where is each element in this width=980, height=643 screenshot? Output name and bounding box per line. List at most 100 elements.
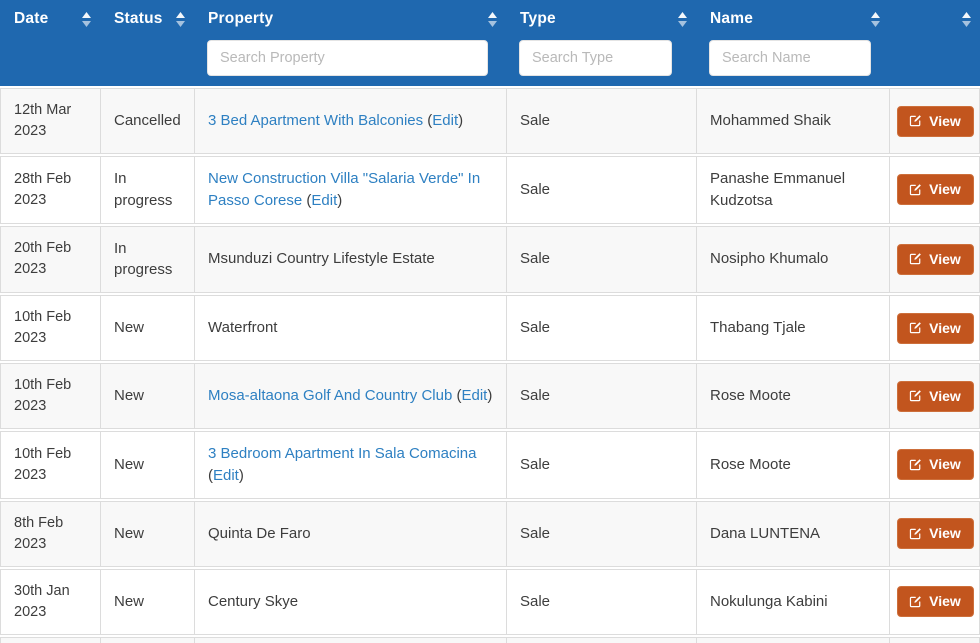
column-header-type[interactable]: Type [506, 7, 696, 31]
status-cell: In progress [101, 226, 195, 293]
view-button[interactable]: View [897, 586, 974, 618]
type-value: Sale [520, 250, 551, 268]
action-cell: View [890, 157, 980, 223]
name-value: Nokulunga Kabini [710, 592, 828, 610]
status-cell: New [101, 501, 195, 566]
property-cell: Msunduzi Country Lifestyle Estate [195, 226, 507, 293]
view-button[interactable]: View [897, 243, 974, 275]
type-cell: Sale [507, 569, 697, 634]
property-cell: Century Skye [195, 569, 507, 634]
date-cell: 10th Feb 2023 [1, 432, 101, 498]
action-cell: View [890, 364, 980, 428]
edit-pencil-icon [910, 527, 922, 539]
date-cell: 28th Feb 2023 [1, 157, 101, 223]
property-cell: 3 Bed Apartment With Balconies (Edit) [195, 89, 507, 154]
type-value: Sale [520, 592, 551, 610]
sort-icon[interactable] [488, 12, 497, 27]
sort-icon[interactable] [176, 12, 185, 27]
search-property-input[interactable] [207, 40, 488, 76]
edit-wrap: (Edit) [452, 387, 493, 405]
property-cell: 3 Bedroom Apartment In Sala Comacina (Ed… [195, 432, 507, 498]
property-link[interactable]: Msunduzi Country Lifestyle Estate [208, 250, 435, 268]
property-link[interactable]: Quinta De Faro [208, 524, 311, 542]
table-header: Date Status Property Type [0, 0, 980, 86]
name-cell: Thabang Tjale [697, 296, 890, 361]
date-value: 20th Feb 2023 [14, 240, 72, 278]
edit-pencil-icon [910, 115, 922, 127]
property-link[interactable]: Century Skye [208, 592, 299, 610]
column-label: Property [208, 10, 274, 27]
type-cell: Sale [507, 501, 697, 566]
view-button-label: View [929, 387, 961, 404]
table-row: 10th Feb 2023 New Mosa-altaona Golf And … [0, 363, 980, 430]
name-cell: Mohammed Shaik [697, 89, 890, 154]
view-button[interactable]: View [897, 380, 974, 412]
name-cell: Rose Moote [697, 432, 890, 498]
column-header-property[interactable]: Property [194, 7, 506, 31]
column-header-actions[interactable] [889, 7, 980, 31]
property-cell: Quinta De Faro [195, 501, 507, 566]
column-label: Date [14, 10, 49, 27]
name-value: Nosipho Khumalo [710, 250, 829, 268]
sort-icon[interactable] [678, 12, 687, 27]
view-button[interactable]: View [897, 449, 974, 481]
view-button-label: View [929, 319, 961, 336]
property-link[interactable]: 3 Bed Apartment With Balconies [208, 112, 424, 130]
view-button-label: View [929, 250, 961, 267]
table-row: 8th Feb 2023 New Quinta De Faro Sale Dan… [0, 500, 980, 567]
type-cell: Sale [507, 89, 697, 154]
name-value: Thabang Tjale [710, 319, 806, 337]
view-button[interactable]: View [897, 518, 974, 550]
status-cell: New [101, 296, 195, 361]
sort-icon[interactable] [871, 12, 880, 27]
view-button[interactable]: View [897, 312, 974, 344]
column-header-date[interactable]: Date [0, 7, 100, 31]
date-value: 10th Feb 2023 [14, 445, 72, 483]
edit-pencil-icon [910, 253, 922, 265]
status-cell: New [101, 569, 195, 634]
sort-icon[interactable] [82, 12, 91, 27]
name-cell: Nokulunga Kabini [697, 569, 890, 634]
edit-link[interactable]: Edit [432, 112, 459, 130]
name-cell: Rose Moote [697, 364, 890, 429]
edit-link[interactable]: Edit [213, 466, 239, 484]
edit-wrap: (Edit) [302, 191, 343, 209]
property-cell: Mosa-altaona Golf And Country Club (Edit… [195, 364, 507, 429]
property-link[interactable]: 3 Bedroom Apartment In Sala Comacina [208, 445, 477, 463]
status-value: New [114, 455, 145, 473]
edit-link[interactable]: Edit [461, 387, 488, 405]
property-link[interactable]: Waterfront [208, 319, 278, 337]
type-cell: Sale [507, 226, 697, 293]
search-type-input[interactable] [519, 40, 672, 76]
edit-pencil-icon [910, 390, 922, 402]
table-row: 30th Jan 2023 New Century Skye Sale Noku… [0, 568, 980, 635]
action-cell: View [890, 89, 980, 153]
date-cell: 10th Feb 2023 [1, 296, 101, 361]
view-button[interactable]: View [897, 174, 974, 206]
column-header-name[interactable]: Name [696, 7, 889, 31]
column-label: Name [710, 10, 754, 27]
column-header-status[interactable]: Status [100, 7, 194, 31]
property-link[interactable]: Mosa-altaona Golf And Country Club [208, 387, 453, 405]
type-cell: Sale [507, 432, 697, 498]
property-link[interactable]: New Construction Villa "Salaria Verde" I… [208, 170, 481, 209]
view-button[interactable]: View [897, 105, 974, 137]
type-value: Sale [520, 180, 551, 198]
view-button-label: View [929, 456, 961, 473]
name-cell: Panashe Emmanuel Kudzotsa [697, 157, 890, 223]
date-value: 10th Feb 2023 [14, 309, 72, 347]
action-cell: View [890, 296, 980, 360]
search-name-input[interactable] [709, 40, 871, 76]
type-cell: Sale [507, 296, 697, 361]
type-value: Sale [520, 387, 551, 405]
table-row: 30th Jan 2023 New 3 Bedroom Apartment In… [0, 636, 980, 643]
type-cell: Sale [507, 364, 697, 429]
sort-icon[interactable] [962, 12, 971, 27]
table-row: 10th Feb 2023 New 3 Bedroom Apartment In… [0, 431, 980, 499]
status-cell: New [101, 432, 195, 498]
status-value: New [114, 387, 145, 405]
edit-link[interactable]: Edit [311, 191, 338, 209]
date-value: 30th Jan 2023 [14, 582, 70, 620]
status-value: In progress [114, 170, 173, 209]
name-value: Mohammed Shaik [710, 112, 831, 130]
